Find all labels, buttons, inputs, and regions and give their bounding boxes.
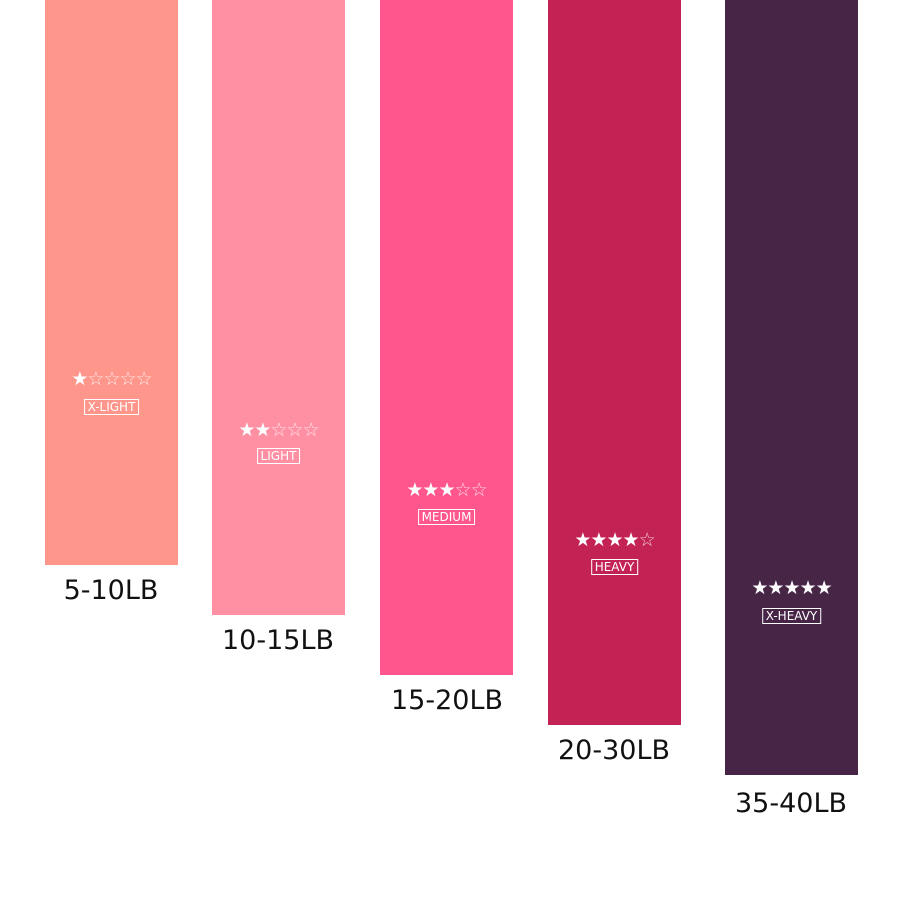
star-filled-icon: ★ [406,479,423,501]
star-empty-icon: ☆ [470,479,488,501]
star-empty-icon: ☆ [270,419,287,441]
star-filled-icon: ★ [254,419,271,441]
weight-label: 35-40LB [734,788,848,819]
weight-label: 15-20LB [390,685,504,716]
star-filled-icon: ★ [574,529,591,551]
star-filled-icon: ★ [815,577,833,599]
band-x-heavy: ★★★★★ X-HEAVY [725,0,858,775]
star-filled-icon: ★ [238,419,255,441]
level-tag: HEAVY [590,559,639,575]
weight-label: 5-10LB [63,575,159,606]
star-empty-icon: ☆ [119,368,137,390]
star-empty-icon: ☆ [286,419,304,441]
band-heavy: ★★★★☆ HEAVY [548,0,681,725]
star-filled-icon: ★ [767,577,784,599]
star-filled-icon: ★ [606,529,623,551]
star-filled-icon: ★ [590,529,607,551]
star-rating: ★★★☆☆ [380,480,513,500]
star-filled-icon: ★ [799,577,817,599]
star-empty-icon: ☆ [103,368,120,390]
star-rating: ★★★★☆ [548,530,681,550]
star-rating: ★☆☆☆☆ [45,369,178,389]
star-empty-icon: ☆ [454,479,472,501]
star-filled-icon: ★ [622,529,640,551]
level-tag: X-LIGHT [83,399,140,415]
star-empty-icon: ☆ [135,368,153,390]
level-tag: X-HEAVY [761,608,822,624]
star-empty-icon: ☆ [302,419,320,441]
weight-label: 10-15LB [221,625,335,656]
star-filled-icon: ★ [422,479,439,501]
star-rating: ★★☆☆☆ [212,420,345,440]
level-tag: LIGHT [256,448,301,464]
star-filled-icon: ★ [751,577,768,599]
band-x-light: ★☆☆☆☆ X-LIGHT [45,0,178,565]
weight-label: 20-30LB [557,735,671,766]
star-empty-icon: ☆ [638,529,656,551]
star-filled-icon: ★ [71,368,88,390]
band-medium: ★★★☆☆ MEDIUM [380,0,513,675]
star-filled-icon: ★ [438,479,455,501]
star-filled-icon: ★ [783,577,800,599]
band-light: ★★☆☆☆ LIGHT [212,0,345,615]
star-empty-icon: ☆ [87,368,104,390]
level-tag: MEDIUM [417,509,476,525]
star-rating: ★★★★★ [725,578,858,598]
